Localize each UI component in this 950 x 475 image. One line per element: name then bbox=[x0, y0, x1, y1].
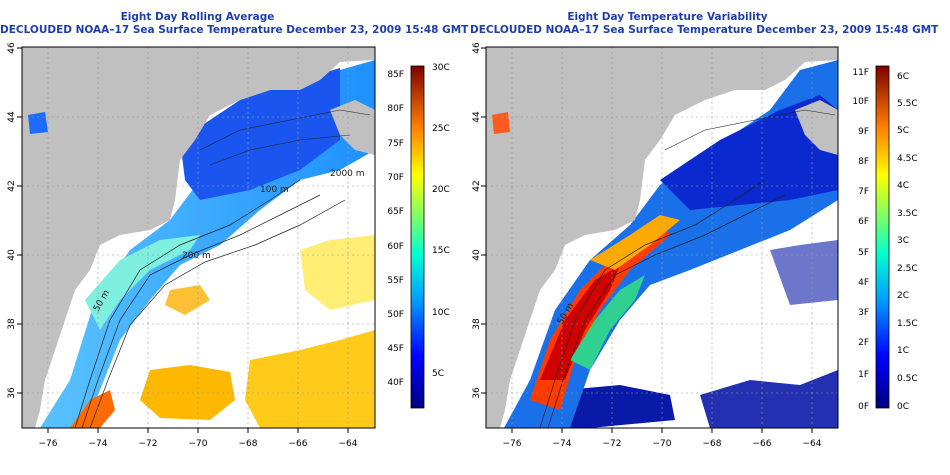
y-tick: 40 bbox=[472, 249, 482, 261]
colorbar-f-label: 2F bbox=[858, 338, 869, 348]
colorbar-f-label: 7F bbox=[858, 187, 869, 197]
left-title-line1: Eight Day Rolling Average bbox=[120, 11, 275, 23]
colorbar bbox=[410, 65, 425, 409]
left-panel: Eight Day Rolling Average DECLOUDED NOAA… bbox=[0, 11, 469, 449]
right-map: 50 m −76 −74 −72 −70 −68 −66 −64 46 44 4… bbox=[472, 42, 918, 449]
colorbar-f-label: 50F bbox=[387, 310, 404, 320]
colorbar-f-label: 55F bbox=[387, 276, 404, 286]
y-tick: 36 bbox=[7, 387, 17, 399]
x-tick: −74 bbox=[553, 439, 572, 449]
colorbar-f-label: 80F bbox=[387, 104, 404, 114]
y-tick: 44 bbox=[472, 111, 482, 123]
colorbar-c-label: 4.5C bbox=[897, 154, 918, 164]
colorbar-f-label: 11F bbox=[852, 68, 869, 78]
y-tick: 42 bbox=[7, 180, 17, 191]
x-tick: −66 bbox=[289, 439, 308, 449]
colorbar-f-label: 85F bbox=[387, 70, 404, 80]
colorbar-c-label: 10C bbox=[432, 308, 450, 318]
colorbar-f-label: 4F bbox=[858, 278, 869, 288]
x-tick: −66 bbox=[753, 439, 772, 449]
colorbar-f-label: 60F bbox=[387, 242, 404, 252]
colorbar-c-label: 1C bbox=[897, 346, 909, 356]
y-tick: 38 bbox=[7, 318, 17, 330]
x-tick: −68 bbox=[239, 439, 258, 449]
colorbar-c-label: 25C bbox=[432, 124, 450, 134]
y-tick: 42 bbox=[472, 180, 482, 191]
contour-label: 200 m bbox=[182, 251, 211, 261]
colorbar-f-label: 70F bbox=[387, 173, 404, 183]
x-tick: −64 bbox=[803, 439, 822, 449]
right-panel: Eight Day Temperature Variability DECLOU… bbox=[470, 0, 950, 475]
x-tick: −72 bbox=[139, 439, 158, 449]
x-tick: −70 bbox=[189, 439, 208, 449]
colorbar-f-label: 0F bbox=[858, 402, 869, 412]
x-tick: −74 bbox=[89, 439, 108, 449]
colorbar-c-label: 20C bbox=[432, 185, 450, 195]
colorbar bbox=[875, 65, 890, 409]
x-tick: −68 bbox=[703, 439, 722, 449]
y-tick: 44 bbox=[7, 111, 17, 123]
x-tick: −64 bbox=[339, 439, 358, 449]
colorbar-c-label: 3.5C bbox=[897, 209, 918, 219]
colorbar-c-label: 5.5C bbox=[897, 99, 918, 109]
y-tick: 46 bbox=[7, 42, 17, 54]
colorbar-f-label: 1F bbox=[858, 370, 869, 380]
colorbar-f-label: 75F bbox=[387, 139, 404, 149]
colorbar-c-label: 2.5C bbox=[897, 264, 918, 274]
colorbar-f-label: 5F bbox=[858, 248, 869, 258]
x-tick: −70 bbox=[653, 439, 672, 449]
colorbar-f-label: 40F bbox=[387, 378, 404, 388]
y-tick: 46 bbox=[472, 42, 482, 54]
y-tick: 36 bbox=[472, 387, 482, 399]
contour-label: 100 m bbox=[260, 185, 289, 195]
colorbar-f-label: 8F bbox=[858, 157, 869, 167]
land bbox=[22, 47, 375, 428]
land bbox=[486, 47, 838, 428]
colorbar-f-label: 3F bbox=[858, 308, 869, 318]
x-tick: −72 bbox=[603, 439, 622, 449]
colorbar-c-label: 30C bbox=[432, 63, 450, 73]
colorbar-f-label: 9F bbox=[858, 127, 869, 137]
colorbar-c-label: 5C bbox=[897, 126, 909, 136]
y-tick: 38 bbox=[472, 318, 482, 330]
x-tick: −76 bbox=[503, 439, 522, 449]
colorbar-c-label: 6C bbox=[897, 72, 909, 82]
colorbar-f-label: 10F bbox=[852, 97, 869, 107]
colorbar-c-label: 0C bbox=[897, 402, 909, 412]
left-title-line2: DECLOUDED NOAA–17 Sea Surface Temperatur… bbox=[0, 24, 469, 36]
y-tick: 40 bbox=[7, 249, 17, 261]
colorbar-c-label: 1.5C bbox=[897, 319, 918, 329]
colorbar-c-label: 5C bbox=[432, 369, 444, 379]
colorbar-f-label: 45F bbox=[387, 344, 404, 354]
contour-label: 2000 m bbox=[330, 169, 365, 179]
colorbar-c-label: 15C bbox=[432, 246, 450, 256]
colorbar-f-label: 6F bbox=[858, 217, 869, 227]
x-tick: −76 bbox=[39, 439, 58, 449]
left-map: 100 m 2000 m 200 m 50 m −76 −74 −72 −70 … bbox=[7, 42, 450, 449]
colorbar-c-label: 3C bbox=[897, 236, 909, 246]
right-title-line1: Eight Day Temperature Variability bbox=[567, 11, 768, 23]
colorbar-c-label: 4C bbox=[897, 181, 909, 191]
colorbar-f-label: 65F bbox=[387, 207, 404, 217]
right-title-line2: DECLOUDED NOAA–17 Sea Surface Temperatur… bbox=[470, 24, 939, 36]
colorbar-c-label: 2C bbox=[897, 291, 909, 301]
colorbar-c-label: 0.5C bbox=[897, 374, 918, 384]
